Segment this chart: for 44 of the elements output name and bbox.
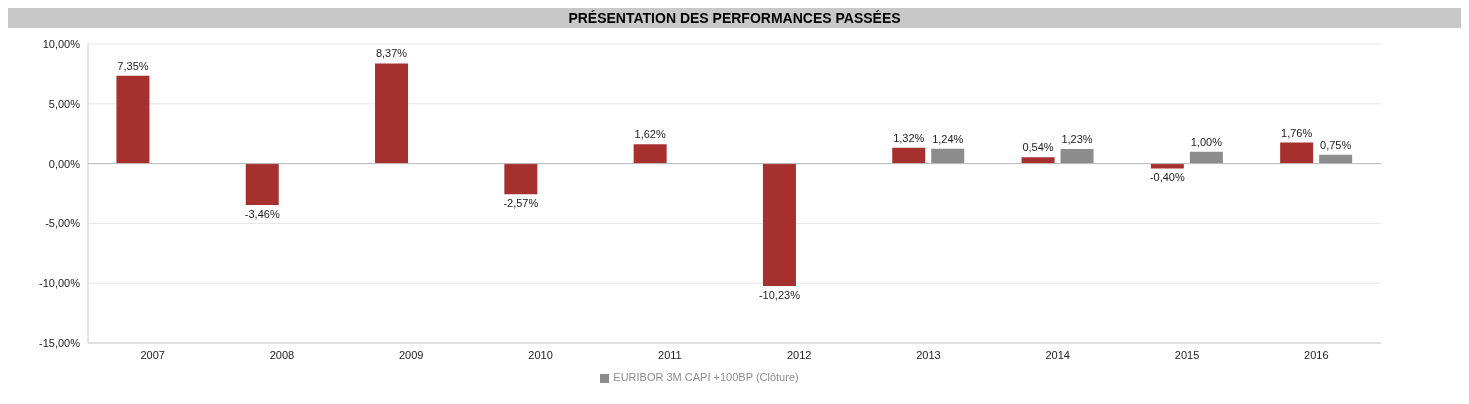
x-tick-label: 2007 [140, 348, 165, 361]
data-label: -0,40% [1149, 171, 1185, 184]
x-tick-label: 2009 [399, 348, 424, 361]
x-tick-label: 2013 [916, 348, 941, 361]
x-tick-label: 2014 [1045, 348, 1070, 361]
bar [504, 163, 538, 195]
x-tick-label: 2016 [1304, 348, 1329, 361]
y-tick-label: 5,00% [48, 97, 81, 110]
data-label: 0,75% [1320, 138, 1352, 151]
bar [762, 163, 796, 286]
bar [1280, 142, 1314, 164]
data-label: 1,00% [1190, 135, 1223, 148]
y-tick-label: -5,00% [45, 217, 81, 230]
y-tick-label: 0,00% [48, 157, 81, 170]
data-label: -10,23% [758, 288, 801, 301]
data-label: 1,32% [893, 131, 925, 144]
bar [375, 63, 409, 164]
legend-label: EURIBOR 3M CAPI +100BP (Clôture) [613, 371, 799, 383]
y-tick-label: -10,00% [39, 277, 81, 290]
y-tick-label: 10,00% [42, 37, 81, 50]
bar [633, 144, 667, 164]
bar [1060, 148, 1094, 164]
data-label: 7,35% [117, 59, 149, 72]
bar [931, 148, 965, 164]
x-tick-label: 2015 [1174, 348, 1200, 361]
data-label: 1,76% [1281, 126, 1313, 139]
bar [116, 75, 150, 164]
bar [1189, 151, 1223, 164]
chart-title: PRÉSENTATION DES PERFORMANCES PASSÉES [8, 8, 1461, 28]
data-label: -2,57% [503, 197, 539, 210]
data-label: 1,23% [1061, 132, 1093, 145]
x-tick-label: 2008 [269, 348, 295, 361]
bar [245, 163, 279, 205]
data-label: 0,54% [1022, 141, 1054, 154]
data-label: 1,24% [932, 132, 964, 145]
x-tick-label: 2012 [786, 348, 812, 361]
y-tick-label: -15,00% [39, 336, 81, 349]
data-label: 8,37% [375, 47, 408, 60]
bar [892, 147, 926, 164]
data-label: 1,62% [634, 128, 666, 141]
x-tick-label: 2011 [658, 348, 682, 361]
x-tick-label: 2010 [528, 348, 553, 361]
data-label: -3,46% [244, 207, 280, 220]
bar [1021, 157, 1055, 164]
